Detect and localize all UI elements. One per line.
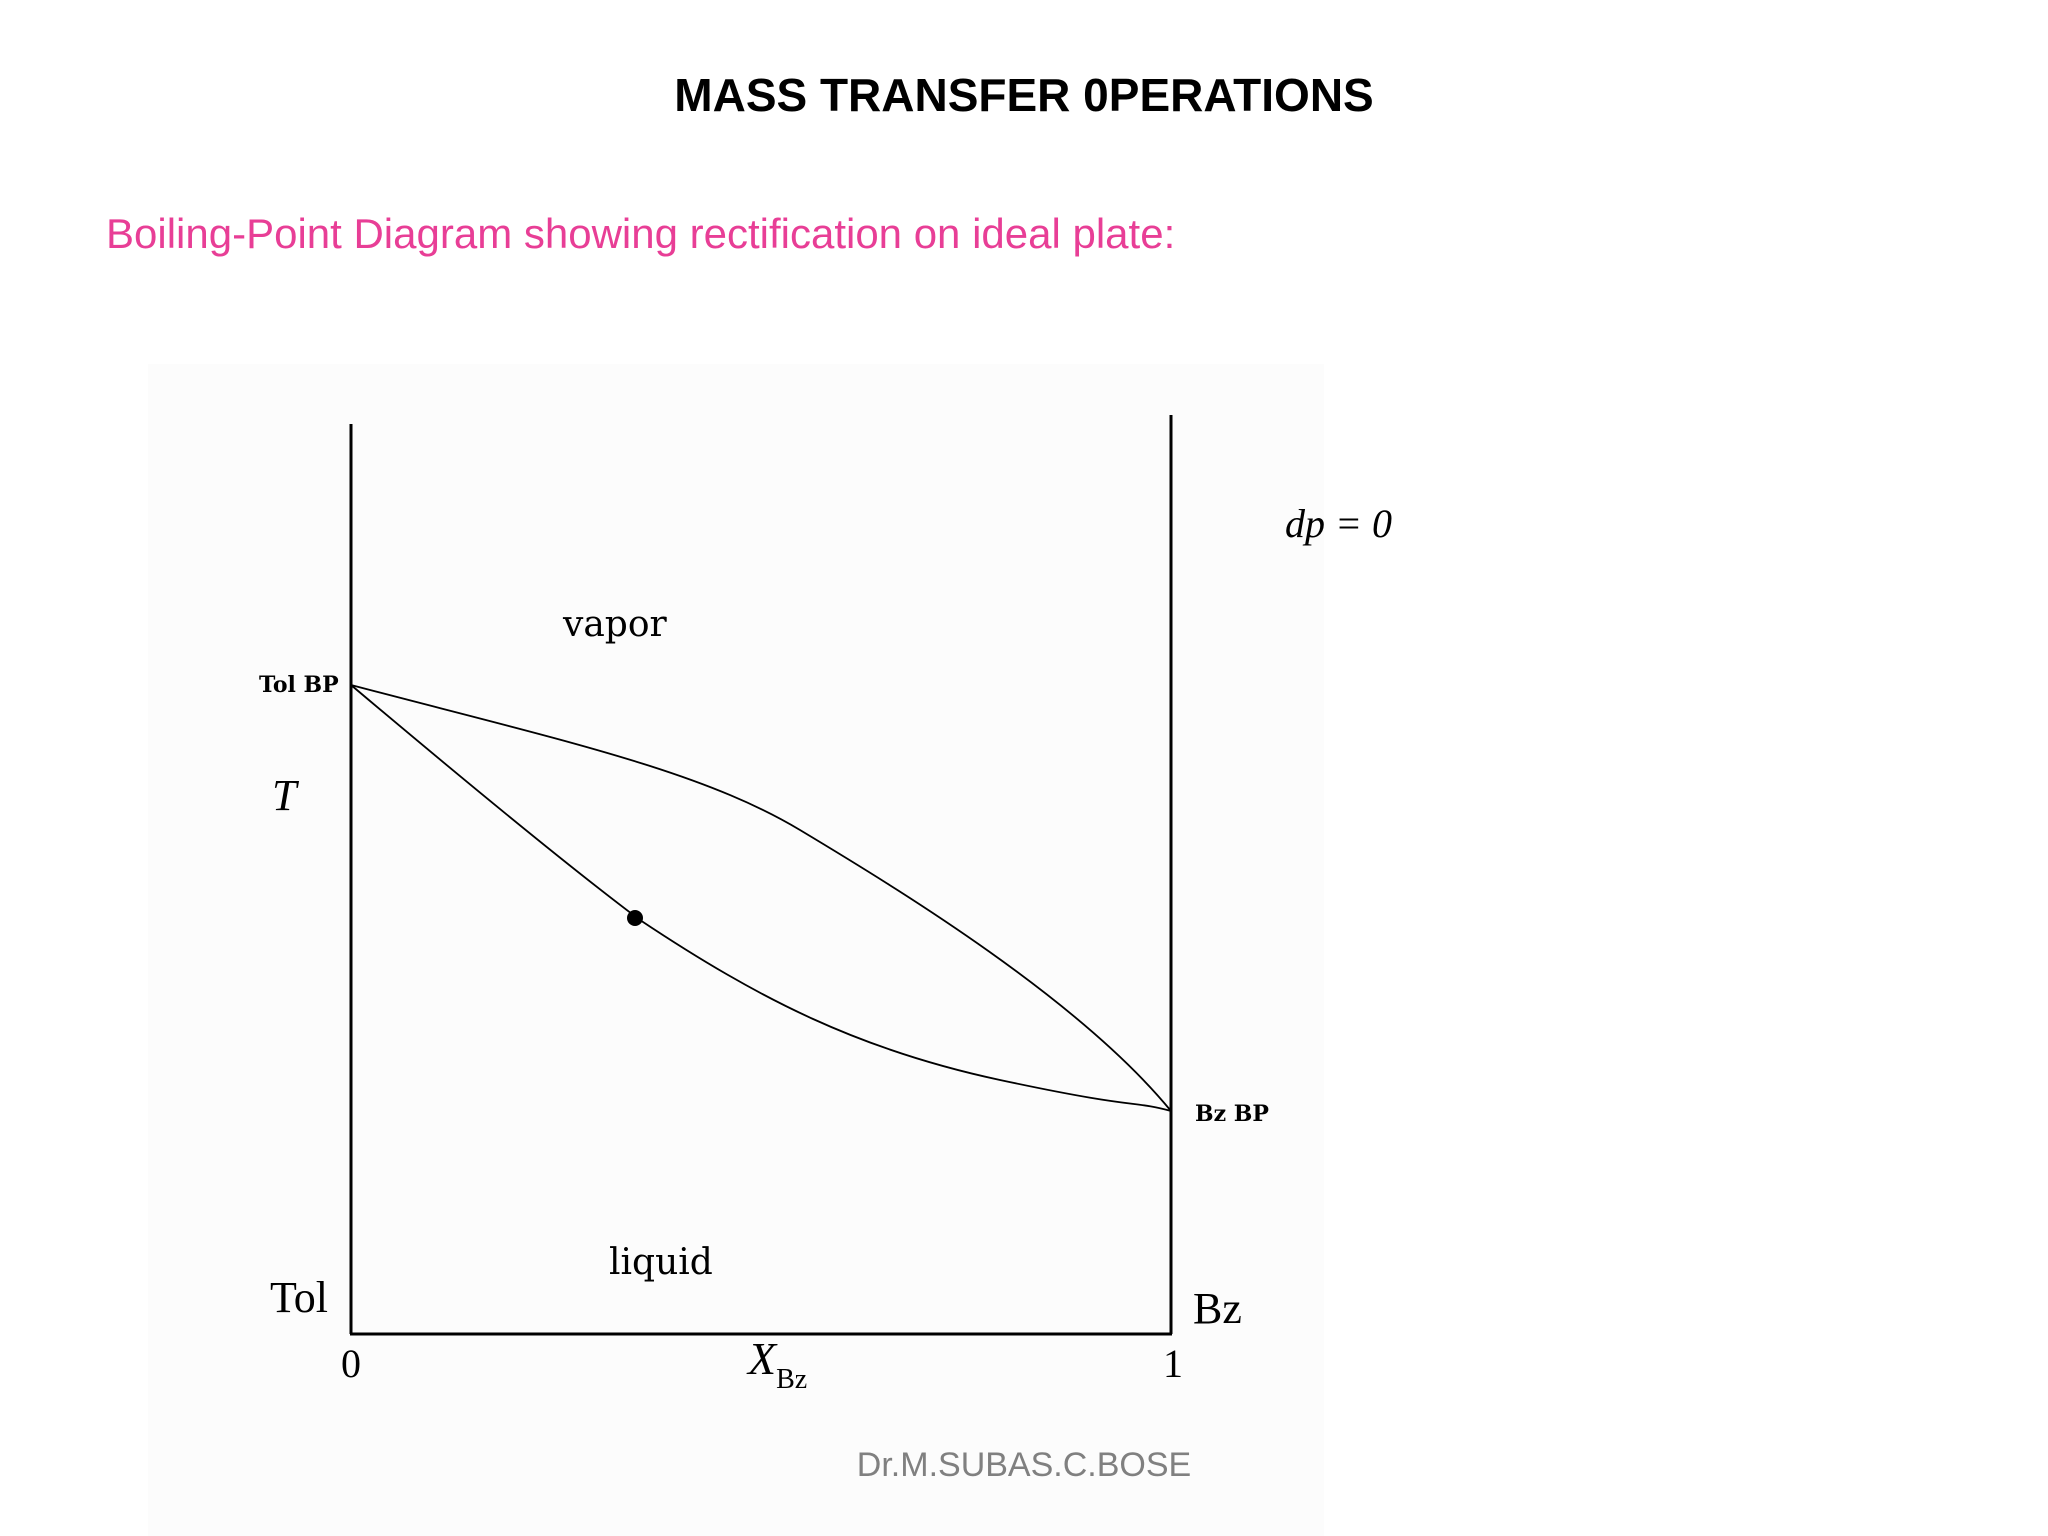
x-axis-label: XBz bbox=[746, 1333, 807, 1395]
tol-bp-label: Tol BP bbox=[259, 672, 339, 698]
region-vapor-label: vapor bbox=[562, 604, 668, 645]
region-liquid-label: liquid bbox=[609, 1242, 713, 1283]
x-tick-1: 1 bbox=[1163, 1341, 1183, 1386]
figure-background bbox=[148, 364, 1324, 1536]
bz-bp-label: Bz BP bbox=[1195, 1101, 1269, 1127]
slide-title: MASS TRANSFER 0PERATIONS bbox=[674, 69, 1374, 121]
pressure-condition-label: dp = 0 bbox=[1285, 501, 1392, 546]
right-component-label: Bz bbox=[1193, 1284, 1242, 1333]
dew-point-curve bbox=[350, 684, 1172, 1112]
bubble-point-curve bbox=[350, 684, 1172, 1112]
y-axis-label: T bbox=[272, 771, 300, 820]
x-axis-subscript: Bz bbox=[776, 1364, 807, 1395]
footer-author: Dr.M.SUBAS.C.BOSE bbox=[856, 1446, 1192, 1484]
x-axis-symbol: X bbox=[746, 1333, 778, 1384]
plate-point-marker bbox=[627, 910, 643, 926]
x-tick-0: 0 bbox=[341, 1341, 361, 1386]
slide-subtitle: Boiling-Point Diagram showing rectificat… bbox=[106, 210, 1176, 257]
left-component-label: Tol bbox=[270, 1273, 328, 1322]
